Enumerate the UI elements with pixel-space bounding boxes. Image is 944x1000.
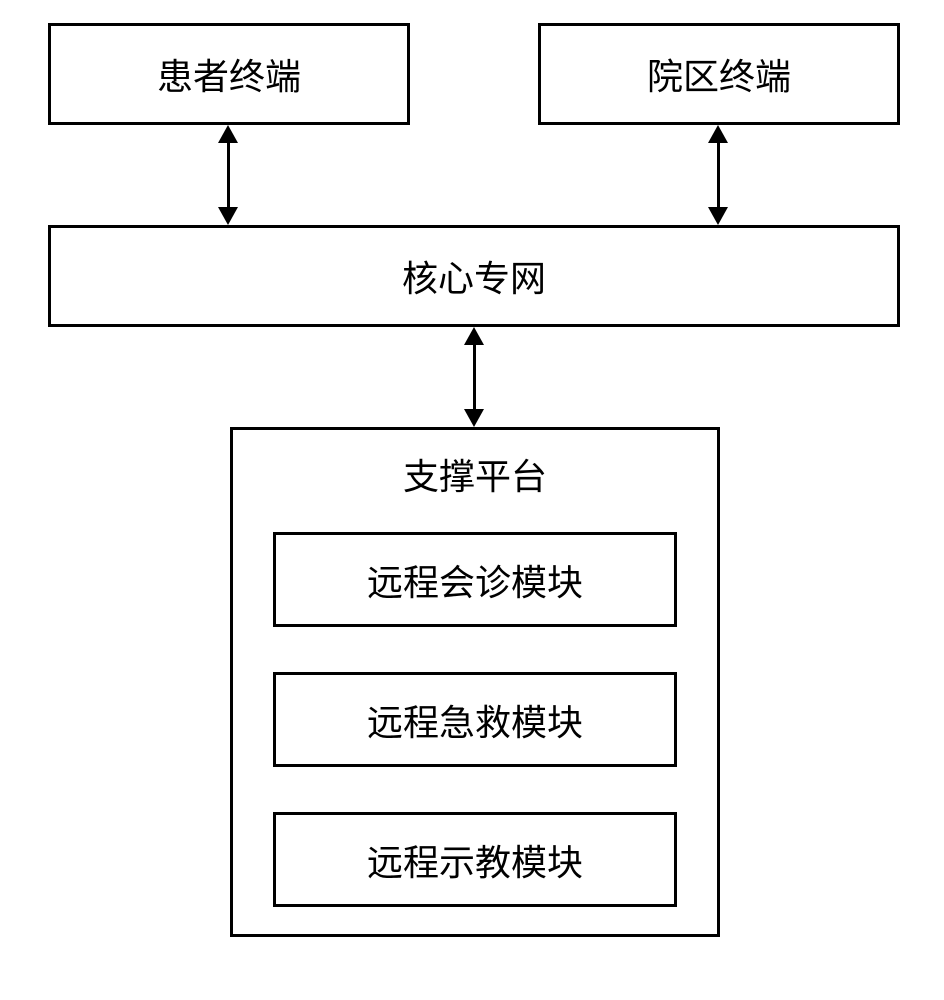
hospital-terminal-label: 院区终端 [647, 48, 791, 100]
arrow-up-icon [218, 125, 238, 143]
remote-consultation-label: 远程会诊模块 [367, 554, 583, 606]
remote-emergency-label: 远程急救模块 [367, 694, 583, 746]
arrow-up-icon [708, 125, 728, 143]
arrow-down-icon [464, 409, 484, 427]
remote-emergency-module: 远程急救模块 [273, 672, 677, 767]
arrow-hospital-network [717, 140, 720, 210]
patient-terminal-box: 患者终端 [48, 23, 410, 125]
hospital-terminal-box: 院区终端 [538, 23, 900, 125]
remote-teaching-label: 远程示教模块 [367, 834, 583, 886]
remote-consultation-module: 远程会诊模块 [273, 532, 677, 627]
arrow-network-platform [473, 342, 476, 412]
remote-teaching-module: 远程示教模块 [273, 812, 677, 907]
arrow-up-icon [464, 327, 484, 345]
patient-terminal-label: 患者终端 [157, 48, 301, 100]
arrow-patient-network [227, 140, 230, 210]
support-platform-title: 支撑平台 [233, 430, 717, 512]
arrow-down-icon [708, 207, 728, 225]
arrow-down-icon [218, 207, 238, 225]
core-network-box: 核心专网 [48, 225, 900, 327]
core-network-label: 核心专网 [402, 250, 546, 302]
support-platform-box: 支撑平台 远程会诊模块 远程急救模块 远程示教模块 [230, 427, 720, 937]
